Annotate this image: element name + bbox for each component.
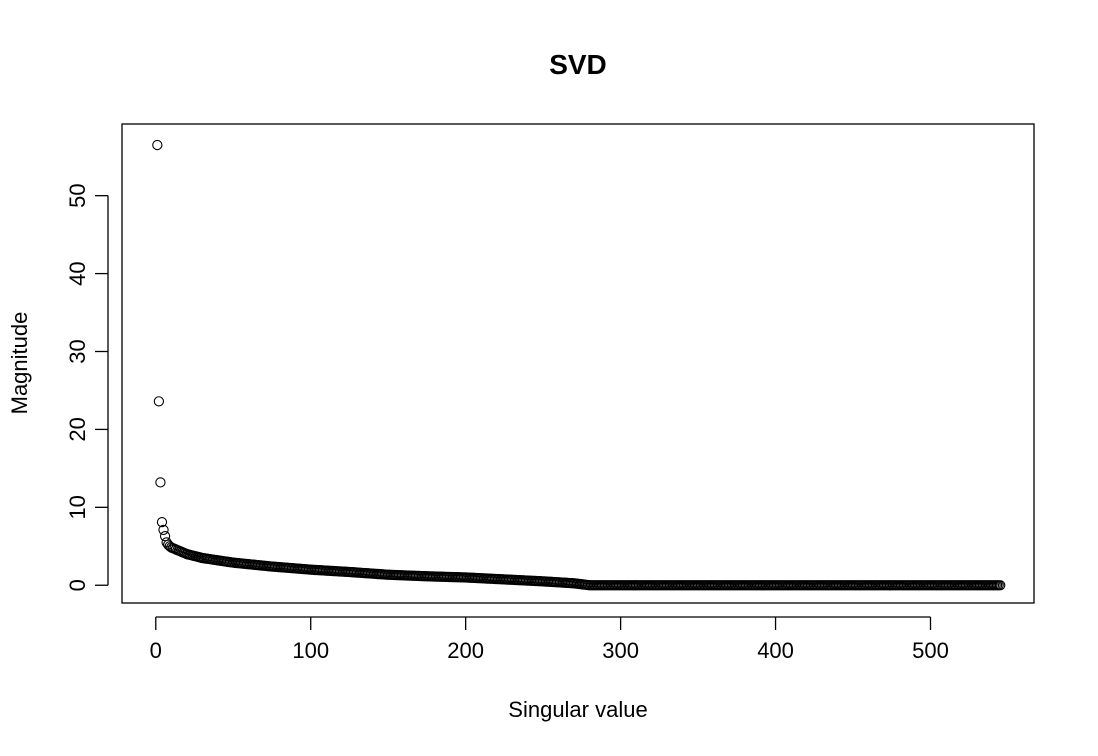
data-point [155, 477, 166, 488]
plot-frame [121, 123, 1035, 604]
y-tick-label: 10 [65, 495, 90, 519]
y-tick-label: 30 [65, 339, 90, 363]
data-point [156, 516, 168, 528]
data-point [158, 524, 169, 536]
x-tick-label: 200 [447, 638, 484, 663]
x-tick-label: 400 [757, 638, 794, 663]
data-points [152, 139, 1006, 591]
chart-title: SVD [549, 49, 607, 80]
data-point [153, 396, 165, 407]
x-tick-label: 500 [912, 638, 949, 663]
data-point [995, 580, 1006, 591]
x-axis: 0 100 200 300 400 500 [150, 616, 949, 663]
x-tick-label: 300 [602, 638, 639, 663]
x-axis-label: Singular value [508, 697, 647, 722]
y-tick-label: 0 [65, 579, 90, 591]
x-tick-label: 0 [150, 638, 162, 663]
data-point [159, 531, 171, 542]
x-tick-label: 100 [292, 638, 329, 663]
y-tick-label: 50 [65, 183, 90, 207]
y-tick-label: 20 [65, 417, 90, 441]
y-axis-label: Magnitude [7, 312, 32, 415]
y-axis: 0 10 20 30 40 50 [65, 183, 109, 591]
y-tick-label: 40 [65, 261, 90, 285]
data-point [152, 139, 163, 151]
